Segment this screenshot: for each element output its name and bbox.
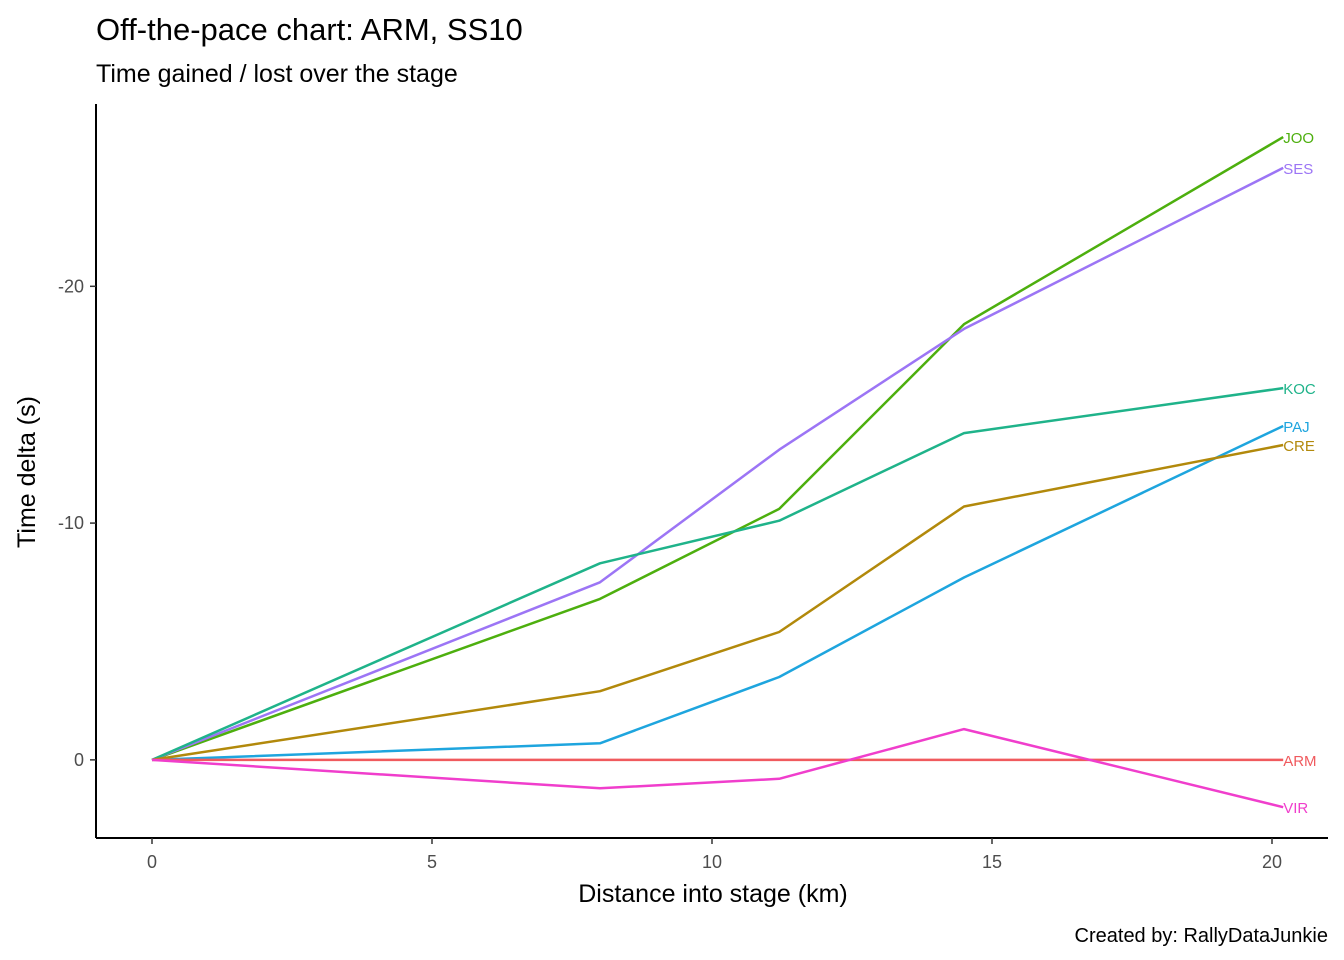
y-tick-label: 0 (74, 750, 84, 770)
series-label-arm: ARM (1283, 753, 1316, 770)
x-axis-title: Distance into stage (km) (578, 880, 848, 908)
chart-caption: Created by: RallyDataJunkie (1075, 925, 1328, 947)
x-tick-label: 5 (427, 852, 437, 872)
y-axis-ticks: 0 -10 -20 (58, 276, 96, 770)
y-axis-title: Time delta (s) (13, 396, 41, 548)
series-label-vir: VIR (1283, 800, 1308, 817)
chart-subtitle: Time gained / lost over the stage (96, 60, 458, 88)
series-lines (151, 136, 1284, 809)
series-line-ses (151, 166, 1284, 762)
series-line-paj (151, 424, 1284, 762)
x-tick-label: 15 (982, 852, 1002, 872)
series-labels: JOO SES KOC PAJ CRE ARM VIR (1283, 130, 1316, 817)
series-line-koc (151, 386, 1284, 762)
x-axis-ticks: 0 5 10 15 20 (147, 838, 1282, 872)
series-label-ses: SES (1283, 161, 1313, 178)
y-tick-label: -10 (58, 513, 84, 533)
x-tick-label: 10 (702, 852, 722, 872)
chart-title: Off-the-pace chart: ARM, SS10 (96, 12, 523, 47)
series-line-cre (151, 443, 1284, 762)
x-tick-label: 0 (147, 852, 157, 872)
series-label-cre: CRE (1283, 438, 1315, 455)
series-label-joo: JOO (1283, 130, 1314, 147)
x-tick-label: 20 (1262, 852, 1282, 872)
series-line-vir (151, 727, 1284, 809)
y-tick-label: -20 (58, 276, 84, 296)
series-label-paj: PAJ (1283, 419, 1309, 436)
series-label-koc: KOC (1283, 381, 1316, 398)
series-line-joo (151, 136, 1284, 762)
